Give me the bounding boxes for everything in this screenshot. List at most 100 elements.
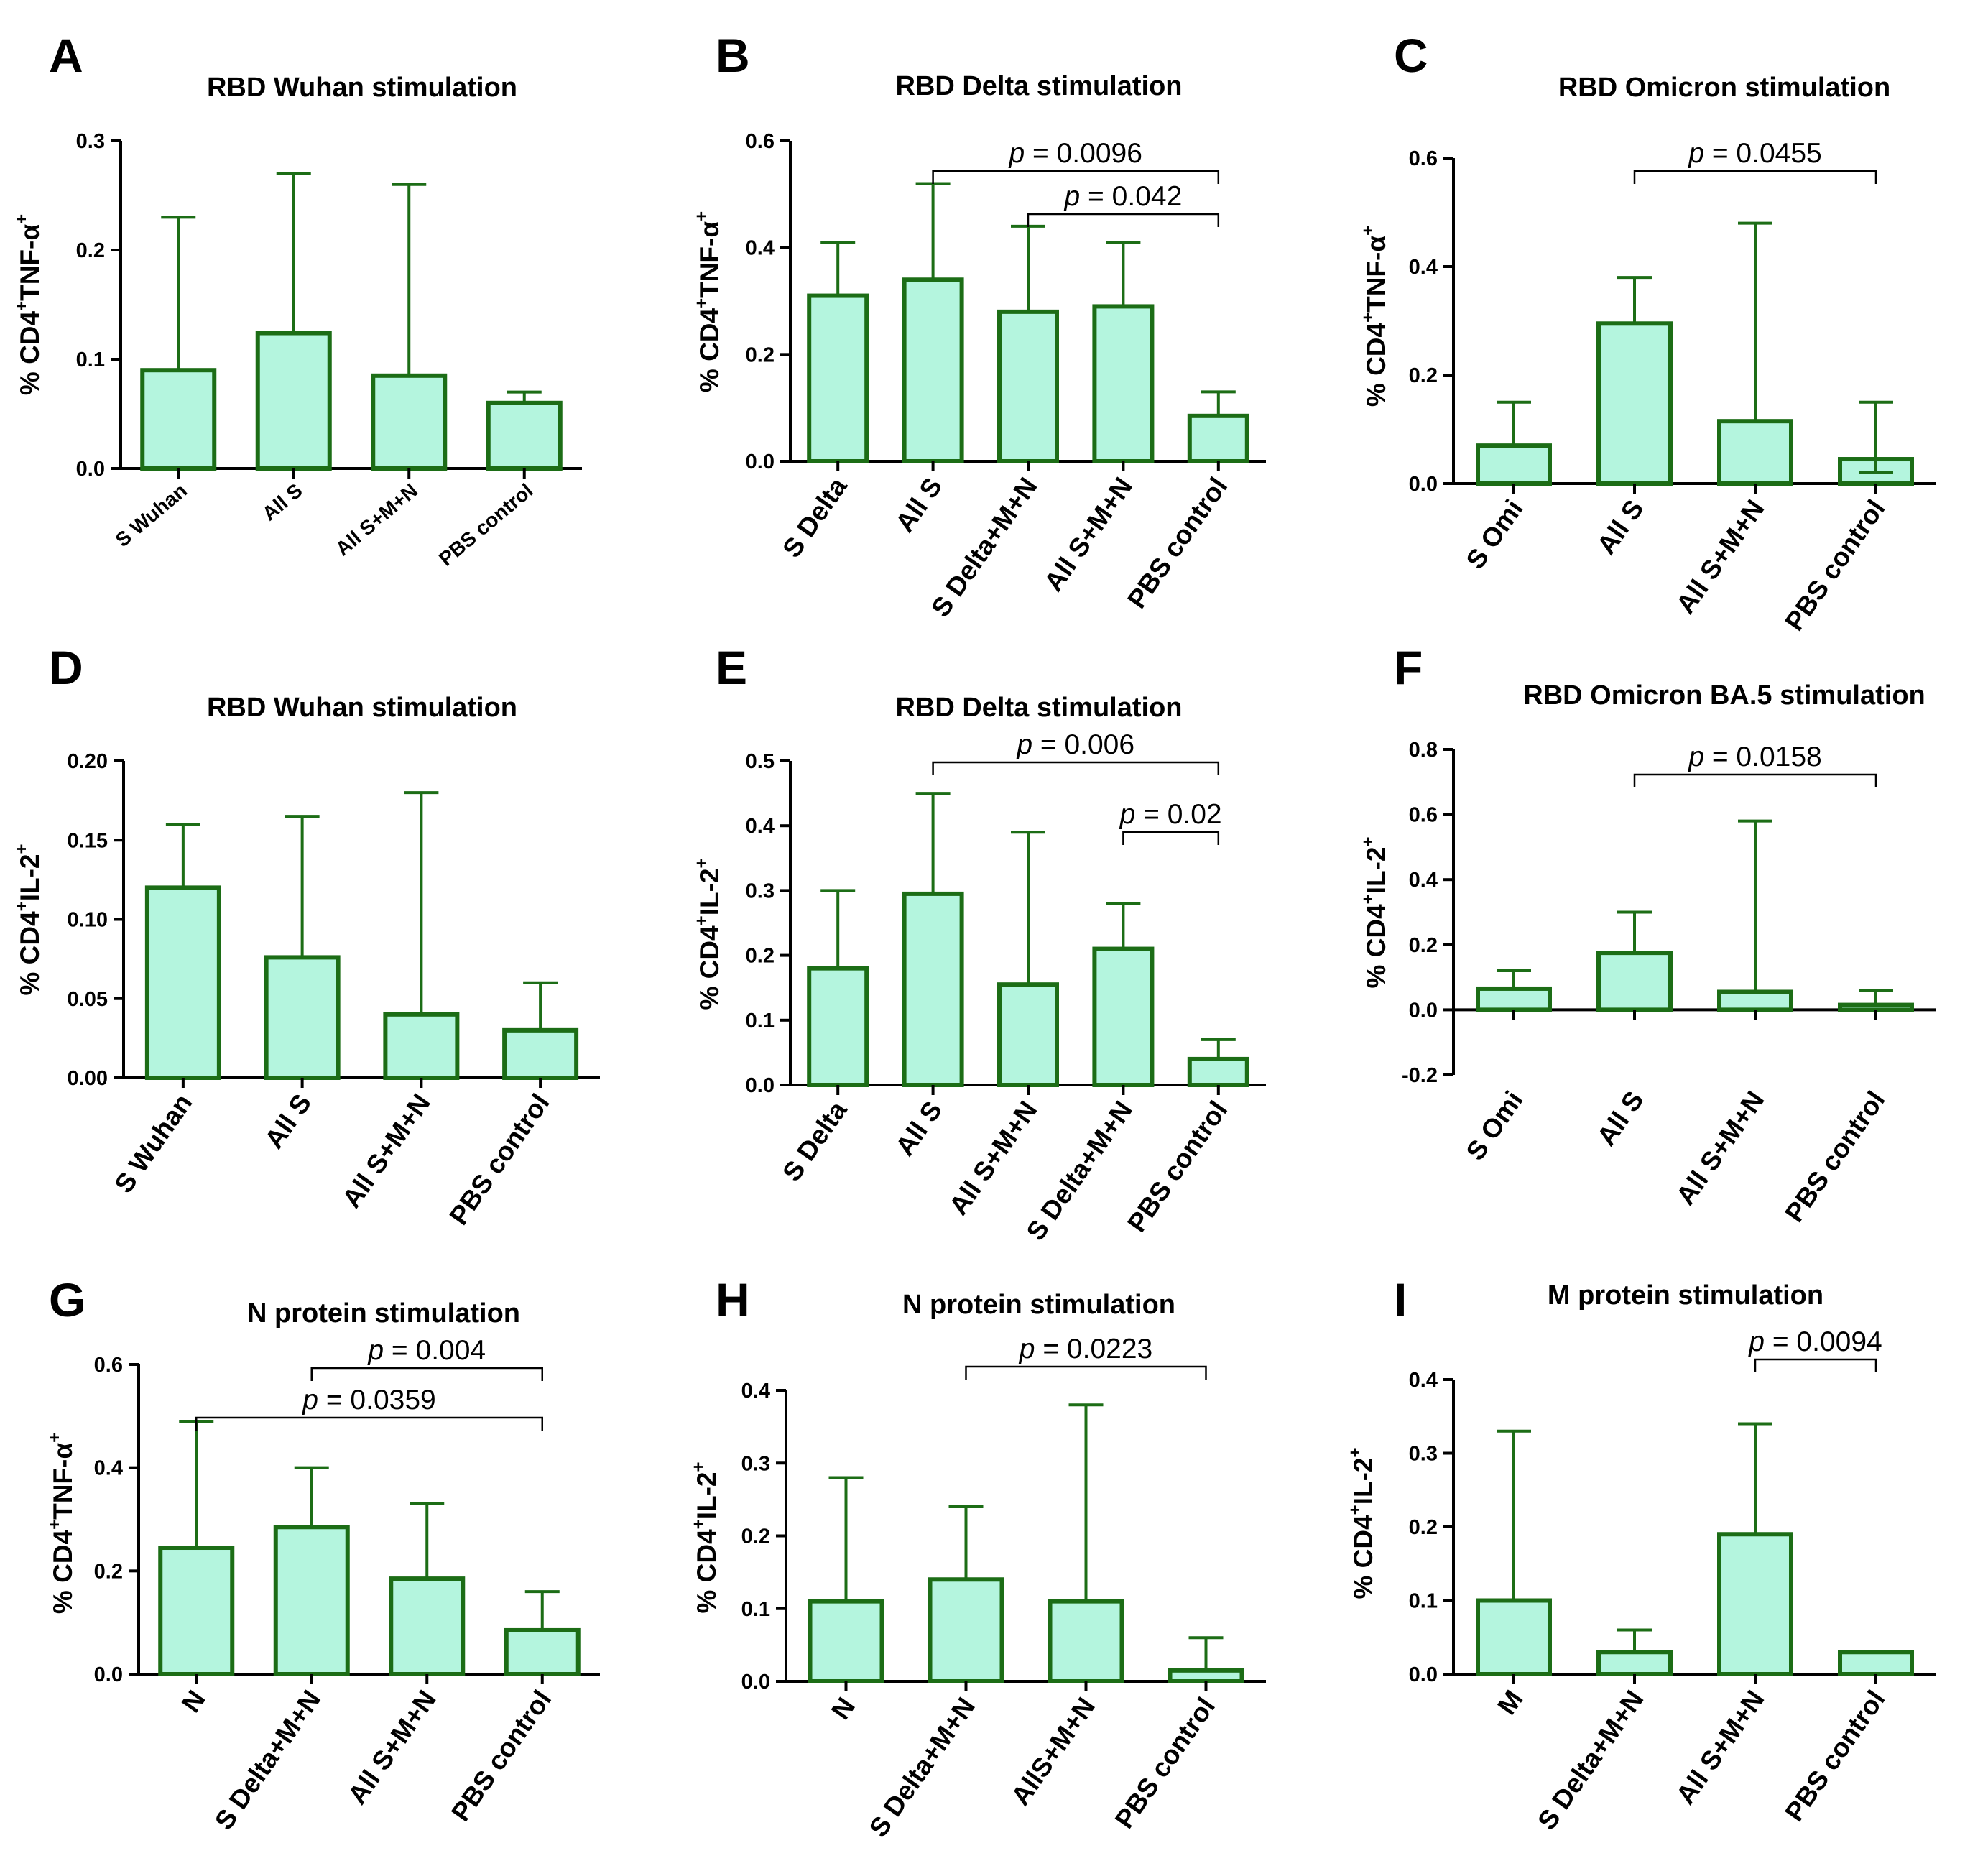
panel-title: RBD Wuhan stimulation bbox=[207, 693, 517, 723]
p-value-label: p = 0.006 bbox=[1016, 729, 1134, 760]
x-category-label: PBS control bbox=[1109, 1692, 1221, 1834]
y-axis-title-part: TNF-α bbox=[48, 1443, 78, 1520]
y-axis-title-sup: + bbox=[692, 211, 711, 221]
y-tick-label: 0.4 bbox=[94, 1457, 123, 1480]
y-axis-title-part: % CD4 bbox=[1349, 1515, 1378, 1599]
y-axis-title-part: IL-2 bbox=[1349, 1458, 1378, 1505]
y-axis-title-part: % CD4 bbox=[695, 308, 724, 392]
x-category-label: All S+M+N bbox=[1670, 494, 1770, 619]
x-category-label: S Delta+M+N bbox=[1532, 1685, 1649, 1835]
y-tick-label: 0.0 bbox=[746, 1074, 775, 1097]
y-axis-title-part: % CD4 bbox=[15, 310, 45, 395]
x-category-label: S Delta bbox=[777, 1096, 853, 1187]
y-tick-label: 0.4 bbox=[746, 815, 775, 838]
y-axis-title-sup: + bbox=[1359, 313, 1378, 323]
p-value: = 0.006 bbox=[1032, 729, 1134, 760]
y-tick-label: 0.6 bbox=[1409, 147, 1438, 170]
y-axis-title-sup: + bbox=[45, 1520, 65, 1530]
y-tick-label: 0.2 bbox=[741, 1525, 770, 1548]
y-tick-label: 0.6 bbox=[94, 1354, 123, 1377]
panel-letter: G bbox=[49, 1273, 85, 1326]
p-value: = 0.0223 bbox=[1035, 1334, 1152, 1364]
bar bbox=[144, 885, 221, 1081]
bar bbox=[807, 293, 869, 464]
x-category-label: PBS control bbox=[1122, 472, 1233, 614]
y-axis-title-sup: + bbox=[12, 901, 32, 911]
y-tick-label: 0.4 bbox=[741, 1380, 770, 1403]
y-tick-label: 0.8 bbox=[1409, 739, 1438, 762]
significance-bracket bbox=[195, 1416, 543, 1431]
y-axis-title-sup: + bbox=[689, 1461, 708, 1472]
significance-bracket bbox=[1633, 773, 1877, 787]
x-category-label: PBS control bbox=[1780, 1685, 1891, 1826]
p-value-label: p = 0.0223 bbox=[1019, 1334, 1152, 1364]
bar bbox=[371, 373, 448, 471]
bar bbox=[1187, 1056, 1249, 1088]
bar bbox=[1092, 946, 1155, 1087]
p-value: = 0.0096 bbox=[1025, 138, 1142, 169]
bar bbox=[997, 982, 1059, 1087]
p-value: = 0.0455 bbox=[1704, 138, 1822, 169]
y-axis-title-part: IL-2 bbox=[695, 869, 724, 916]
significance-bracket bbox=[310, 1367, 543, 1381]
x-category-label: All S+M+N bbox=[336, 1089, 436, 1213]
significance-bracket bbox=[1754, 1358, 1877, 1372]
x-category-label: S Delta+M+N bbox=[864, 1692, 981, 1842]
p-value-label: p = 0.004 bbox=[367, 1335, 486, 1366]
x-category-label: PBS control bbox=[435, 479, 537, 571]
x-category-label: PBS control bbox=[1122, 1096, 1233, 1237]
p-value-label: p = 0.02 bbox=[1119, 799, 1222, 830]
y-axis-title-sup: + bbox=[1359, 894, 1378, 904]
p-value-label: p = 0.0096 bbox=[1008, 138, 1142, 169]
panel-letter: E bbox=[716, 641, 747, 694]
y-axis-title-part: % CD4 bbox=[692, 1529, 721, 1614]
bar bbox=[1596, 321, 1673, 486]
y-axis-title-sup: + bbox=[12, 844, 32, 854]
panel-letter: F bbox=[1394, 641, 1423, 694]
panel-title: RBD Delta stimulation bbox=[895, 71, 1182, 101]
y-axis-title-sup: + bbox=[45, 1433, 65, 1443]
bar bbox=[1717, 419, 1793, 486]
significance-bracket bbox=[965, 1365, 1207, 1380]
y-axis-title-sup: + bbox=[689, 1519, 708, 1529]
bar bbox=[807, 966, 869, 1088]
y-tick-label: 0.2 bbox=[94, 1560, 123, 1583]
x-category-label: S Omi bbox=[1461, 1086, 1529, 1165]
p-value: = 0.0158 bbox=[1704, 742, 1822, 772]
y-axis-title-part: TNF-α bbox=[695, 221, 724, 298]
y-axis-title-sup: + bbox=[1359, 836, 1378, 846]
y-axis-title: % CD4+TNF-α+ bbox=[692, 211, 724, 392]
x-category-label: All S bbox=[889, 472, 948, 537]
x-category-label: All S bbox=[1591, 494, 1650, 560]
y-tick-label: 0.0 bbox=[1409, 999, 1438, 1022]
bar bbox=[1838, 1002, 1914, 1012]
x-category-label: All S+M+N bbox=[943, 1096, 1043, 1220]
panel-title: RBD Delta stimulation bbox=[895, 693, 1182, 723]
panel-title: N protein stimulation bbox=[902, 1290, 1175, 1320]
y-tick-label: 0.0 bbox=[1409, 473, 1438, 496]
bar bbox=[1596, 951, 1673, 1012]
x-category-label: S Wuhan bbox=[108, 1089, 198, 1198]
y-tick-label: 0.2 bbox=[76, 239, 105, 262]
y-tick-label: 0.0 bbox=[76, 458, 105, 481]
y-axis-title-part: % CD4 bbox=[1361, 322, 1391, 407]
bar bbox=[1476, 443, 1552, 486]
panel-letter: A bbox=[49, 29, 83, 82]
p-symbol: p bbox=[1016, 729, 1032, 760]
x-category-label: AllS+M+N bbox=[1005, 1692, 1101, 1811]
y-axis-title: % CD4+IL-2+ bbox=[1346, 1447, 1378, 1599]
y-tick-label: 0.1 bbox=[741, 1598, 770, 1621]
bar bbox=[1476, 1598, 1552, 1676]
y-tick-label: -0.2 bbox=[1402, 1064, 1438, 1087]
significance-bracket bbox=[932, 761, 1220, 775]
p-symbol: p bbox=[1008, 138, 1025, 169]
y-tick-label: 0.20 bbox=[68, 750, 108, 773]
y-axis-title: % CD4+IL-2+ bbox=[692, 858, 724, 1010]
bar bbox=[255, 331, 332, 471]
